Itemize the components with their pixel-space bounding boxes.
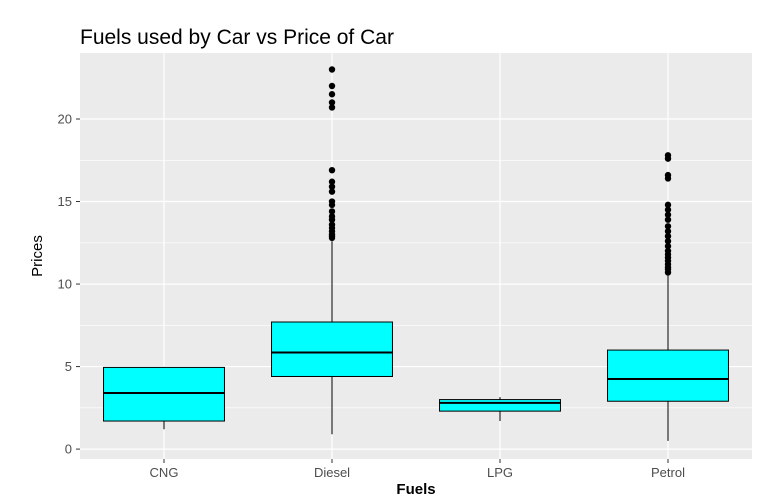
- x-tick-label: Petrol: [651, 465, 685, 480]
- outlier-point: [328, 99, 336, 106]
- y-axis-title: Prices: [29, 235, 46, 277]
- outlier-point: [328, 104, 336, 111]
- outlier-point: [664, 171, 672, 179]
- outlier-point: [328, 198, 336, 205]
- outlier-point: [328, 213, 336, 220]
- box-diesel: [271, 66, 393, 435]
- box-petrol: [607, 152, 729, 441]
- outlier-point: [664, 216, 672, 223]
- outlier-point: [328, 166, 336, 174]
- outlier-point: [328, 183, 336, 190]
- outlier-point: [664, 211, 672, 218]
- x-tick-label: CNG: [150, 465, 179, 480]
- outlier-point: [664, 206, 672, 213]
- y-tick-label: 10: [58, 277, 72, 292]
- outlier-point: [328, 91, 336, 98]
- y-tick-label: 5: [65, 359, 72, 374]
- outlier-point: [328, 82, 336, 90]
- box-cng: [103, 366, 225, 430]
- iqr-box: [439, 399, 561, 412]
- outlier-point: [328, 66, 336, 73]
- chart-title: Fuels used by Car vs Price of Car: [80, 26, 394, 49]
- x-tick-label: LPG: [487, 465, 513, 480]
- outlier-point: [664, 242, 672, 250]
- y-tick-label: 20: [58, 112, 72, 127]
- iqr-box: [103, 366, 225, 422]
- outlier-point: [328, 188, 336, 195]
- outlier-point: [328, 221, 336, 228]
- x-tick-label: Diesel: [314, 465, 350, 480]
- box-lpg: [439, 397, 561, 422]
- axis-layer: 0 5 10 15 20 CNG Diesel LPG Petrol: [58, 112, 686, 480]
- y-tick-label: 0: [65, 442, 72, 457]
- outlier-point: [664, 237, 672, 245]
- outlier-point: [664, 223, 672, 230]
- outlier-point: [664, 228, 672, 235]
- iqr-box: [271, 321, 393, 377]
- outlier-point: [664, 152, 672, 159]
- iqr-box: [607, 349, 729, 402]
- x-axis-title: Fuels: [396, 481, 435, 498]
- outlier-point: [328, 178, 336, 185]
- outlier-point: [328, 208, 336, 215]
- y-tick-label: 15: [58, 194, 72, 209]
- outlier-point: [664, 232, 672, 240]
- outlier-point: [664, 201, 672, 209]
- box-layer: [103, 66, 729, 441]
- outlier-point: [664, 247, 672, 255]
